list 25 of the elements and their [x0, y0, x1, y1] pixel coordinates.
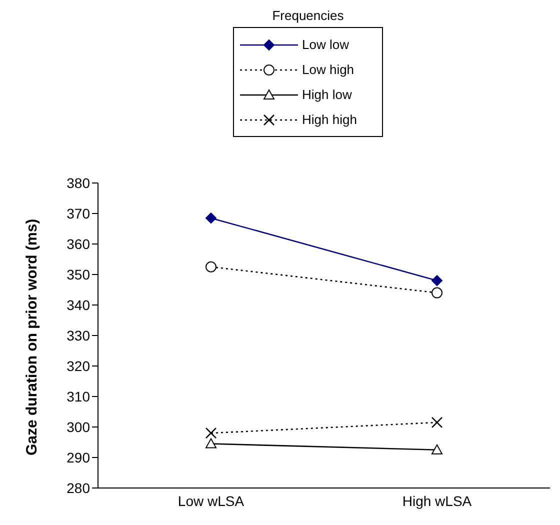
- x-tick-label: High wLSA: [402, 492, 472, 509]
- y-tick-label: 350: [66, 266, 90, 282]
- y-tick-label: 360: [66, 236, 90, 252]
- point: [206, 212, 216, 224]
- y-tick-label: 370: [66, 205, 90, 222]
- legend-label: High low: [302, 87, 352, 102]
- point: [432, 287, 442, 298]
- legend-label: Low low: [302, 37, 349, 52]
- point: [431, 416, 443, 428]
- y-tick-label: 300: [66, 418, 90, 435]
- y-tick-label: 380: [66, 174, 90, 191]
- legend-label: Low high: [302, 62, 354, 77]
- y-tick-label: 310: [66, 388, 90, 404]
- legend-title: Frequencies: [271, 8, 345, 23]
- y-tick-label: 320: [66, 358, 90, 374]
- y-tick-label: 290: [66, 449, 90, 466]
- point: [206, 261, 216, 272]
- point: [205, 427, 217, 439]
- x-tick-label: Low wLSA: [178, 492, 245, 509]
- point: [432, 275, 442, 286]
- y-tick-label: 330: [66, 327, 90, 344]
- y-tick-label: 340: [66, 296, 90, 313]
- y-tick-label: 280: [66, 480, 90, 496]
- legend-label: High high: [302, 112, 357, 127]
- y-axis-title: Gaze duration on prior word (ms): [23, 218, 40, 456]
